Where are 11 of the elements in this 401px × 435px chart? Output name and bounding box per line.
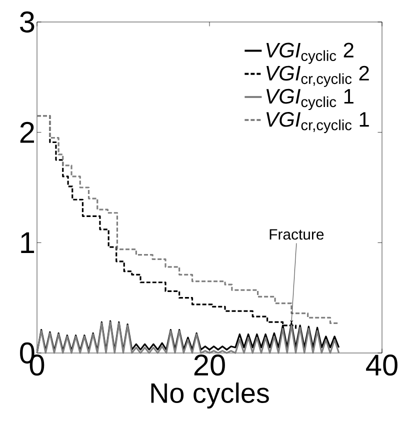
x-tick-label: 40 [366,354,398,376]
y-tick-label: 2 [20,122,34,143]
annotation: Fracture [270,229,324,240]
y-tick-label: 3 [20,11,34,33]
legend-label: VGI$_{cyclic}$ 1 [266,88,354,110]
legend-label: VGI$_{cr,cyclic}$ 1 [266,112,369,134]
legend-label: VGI$_{cyclic}$ 2 [266,42,354,64]
y-tick-label: 1 [21,232,34,253]
x-tick-label: 20 [194,354,225,376]
x-axis-title: No cycles [151,382,269,409]
legend-label: VGI$_{cr,cyclic}$ 2 [266,66,369,87]
